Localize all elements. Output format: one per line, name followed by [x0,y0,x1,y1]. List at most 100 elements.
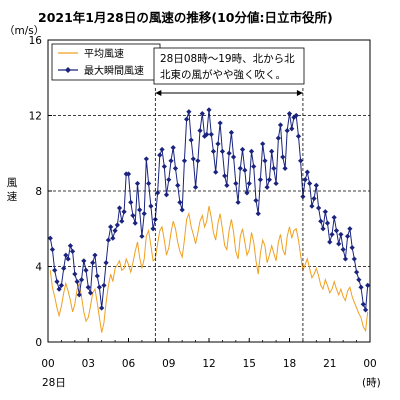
data-point [87,290,94,296]
data-point [172,165,179,171]
series-max-gust [47,107,371,313]
date-label: 28日 [42,377,66,389]
data-point [242,167,248,173]
data-point [266,177,272,183]
data-point [349,245,355,251]
data-point [81,258,87,264]
data-point [54,279,60,285]
data-point [116,205,123,211]
data-point [69,248,76,254]
data-point [300,194,306,200]
data-point [244,190,250,196]
data-point [143,156,149,162]
legend-box [51,43,161,81]
data-point [139,233,145,239]
y-axis-label-char: 速 [7,191,18,203]
data-point [141,211,147,217]
data-point [146,180,152,187]
data-point [295,133,302,139]
data-point [168,158,174,164]
data-point [206,107,212,113]
data-point [293,112,299,119]
data-point [280,154,286,160]
data-point [342,256,349,262]
data-point [340,246,346,253]
data-point [121,209,127,215]
data-point [192,184,199,190]
data-point [356,277,362,283]
data-point [230,154,237,160]
data-point [333,228,340,234]
data-point [365,282,371,288]
data-point [338,231,344,238]
data-point [177,199,183,205]
y-tick-label: 16 [29,35,43,47]
data-point [219,148,226,154]
data-point [85,284,91,290]
data-point [183,116,190,122]
data-point [56,286,62,292]
data-point [94,273,100,279]
y-axis: 0 4 8 12 16 [29,35,52,349]
data-point [181,158,188,164]
data-point [260,141,266,147]
data-point [103,260,109,266]
data-point [188,137,194,143]
data-point [262,158,268,164]
data-point [112,228,118,234]
data-point [311,195,317,202]
data-point [76,292,82,298]
data-point [190,156,196,162]
data-point [105,237,111,243]
data-point [324,220,331,226]
data-point [210,148,217,154]
data-point [58,282,65,288]
data-point [307,180,313,187]
x-tick-label: 03 [82,358,95,370]
data-point [291,114,297,120]
data-point [72,271,78,277]
data-point [114,222,120,228]
data-point [336,241,342,247]
data-point [170,144,176,151]
data-point [351,256,357,262]
legend-label-max-gust: 最大瞬間風速 [84,64,144,77]
annotation-range-bracket [154,88,304,342]
annotation: 28日08時〜19時、北から北 北東の風がやや強く吹く。 [153,47,305,342]
x-tick-label: 06 [122,358,136,370]
y-axis-label-char: 風 [7,177,18,189]
series-average [49,206,369,333]
data-point [269,148,275,154]
data-point [92,252,98,258]
x-tick-label: 09 [162,358,175,370]
data-point [195,158,201,164]
data-point [316,205,322,211]
grid-lines [48,115,370,267]
data-point [322,209,328,215]
x-tick-label: 00 [41,358,54,370]
data-point [327,239,333,245]
x-tick-label: 12 [202,358,215,370]
data-point [257,177,263,183]
data-point [49,246,56,253]
annotation-box [153,47,305,85]
data-point [108,224,114,230]
data-point [204,131,210,137]
data-point [318,218,324,224]
data-point [199,111,205,117]
data-point [275,135,281,141]
data-point [159,146,165,153]
data-point [137,207,143,213]
data-point [90,260,96,266]
data-point [277,122,284,128]
data-point [217,120,223,126]
series-line-1 [49,109,369,311]
y-tick-label: 0 [35,337,42,349]
x-tick-label: 00 [363,358,376,370]
data-point [155,190,161,196]
data-point [360,301,366,307]
data-point [237,165,243,171]
range-arrow-right [296,90,303,96]
data-point [228,129,235,136]
data-point [284,128,290,134]
